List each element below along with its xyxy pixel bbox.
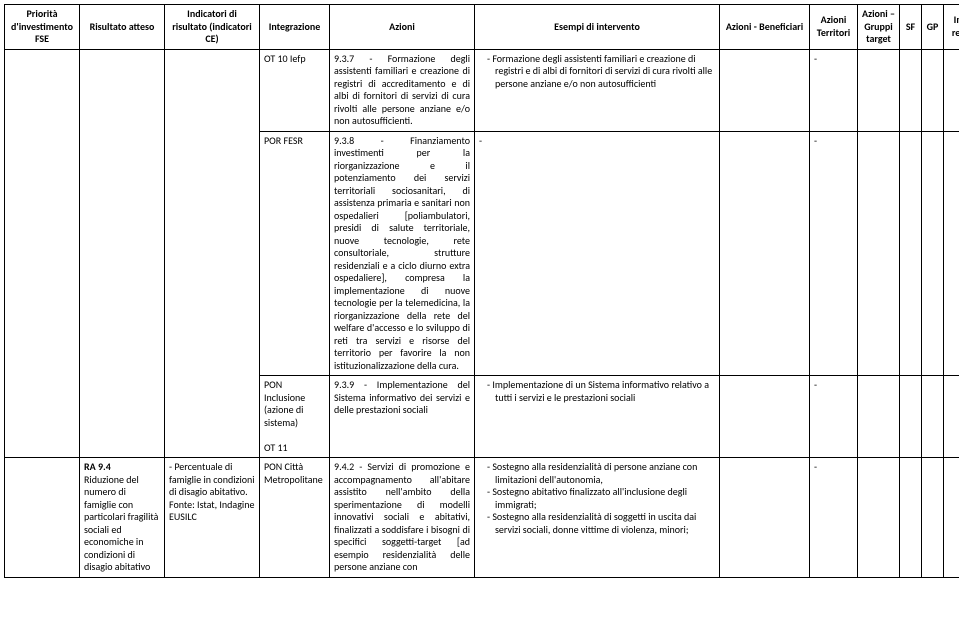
indicatori-text-b: Fonte: Istat, Indagine EUSILC (169, 498, 254, 524)
header-priorita: Priorità d'investimento FSE (5, 5, 80, 50)
esempi-item: Implementazione di un Sistema informativ… (487, 379, 715, 404)
cell-integrazione: OT 10 Iefp (260, 49, 330, 131)
cell-azioni: 9.3.7 - Formazione degli assistenti fami… (330, 49, 475, 131)
table-row: OT 10 Iefp 9.3.7 - Formazione degli assi… (5, 49, 959, 131)
header-azioni: Azioni (330, 5, 475, 50)
cell-integrazione: PON Inclusione (azione di sistema) OT 11 (260, 376, 330, 458)
cell-indicatori-real (944, 131, 959, 376)
esempi-item: Sostegno alla residenzialità di soggetti… (487, 511, 715, 536)
cell-gp (922, 376, 944, 458)
cell-territori: - (810, 458, 858, 578)
cell-integrazione: POR FESR (260, 131, 330, 376)
cell-integrazione: PON Città Metropolitane (260, 458, 330, 578)
table-header: Priorità d'investimento FSE Risultato at… (5, 5, 959, 50)
ra-code: RA 9.4 (84, 460, 111, 473)
cell-beneficiari (720, 49, 810, 131)
cell-esempi: Sostegno alla residenzialità di persone … (475, 458, 720, 578)
cell-esempi: - (475, 131, 720, 376)
cell-sf (900, 458, 922, 578)
cell-territori: - (810, 131, 858, 376)
cell-indicatori-real (944, 458, 959, 578)
header-risultato: Risultato atteso (80, 5, 165, 50)
header-territori: Azioni Territori (810, 5, 858, 50)
cell-gp (922, 49, 944, 131)
integrazione-text-b: OT 11 (264, 441, 288, 454)
esempi-item: Formazione degli assistenti familiari e … (487, 53, 715, 91)
cell-gp (922, 131, 944, 376)
header-gp: GP (922, 5, 944, 50)
cell-territori: - (810, 49, 858, 131)
cell-gp (922, 458, 944, 578)
cell-sf (900, 49, 922, 131)
cell-azioni: 9.3.9 - Implementazione del Sistema info… (330, 376, 475, 458)
cell-territori: - (810, 376, 858, 458)
cell-gruppi (858, 458, 900, 578)
esempi-item: Sostegno abitativo finalizzato all'inclu… (487, 486, 715, 511)
cell-risultato: RA 9.4 Riduzione del numero di famiglie … (80, 458, 165, 578)
header-gruppi: Azioni – Gruppi target (858, 5, 900, 50)
indicatori-text-a: - Percentuale di famiglie in condizioni … (169, 460, 255, 498)
cell-sf (900, 131, 922, 376)
cell-indicatori-real (944, 49, 959, 131)
header-integrazione: Integrazione (260, 5, 330, 50)
main-table: Priorità d'investimento FSE Risultato at… (4, 4, 959, 578)
cell-gruppi (858, 376, 900, 458)
cell-indicatori-real (944, 376, 959, 458)
cell-azioni: 9.4.2 - Servizi di promozione e accompag… (330, 458, 475, 578)
cell-esempi: Formazione degli assistenti familiari e … (475, 49, 720, 131)
cell-beneficiari (720, 376, 810, 458)
cell-azioni: 9.3.8 - Finanziamento investimenti per l… (330, 131, 475, 376)
header-indicatori-ce: Indicatori di risultato (indicatori CE) (165, 5, 260, 50)
header-beneficiari: Azioni - Beneficiari (720, 5, 810, 50)
cell-indicatori-ce: - Percentuale di famiglie in condizioni … (165, 458, 260, 578)
cell-gruppi (858, 49, 900, 131)
cell-beneficiari (720, 458, 810, 578)
cell-gruppi (858, 131, 900, 376)
header-esempi: Esempi di intervento (475, 5, 720, 50)
ra-desc: Riduzione del numero di famiglie con par… (84, 473, 158, 574)
header-sf: SF (900, 5, 922, 50)
cell-beneficiari (720, 131, 810, 376)
integrazione-text-a: PON Inclusione (azione di sistema) (264, 378, 305, 429)
header-indicatori-real: Indicatori di realizzazione (944, 5, 959, 50)
cell-priorita (5, 458, 80, 578)
cell-indicatori-ce (165, 49, 260, 458)
cell-esempi: Implementazione di un Sistema informativ… (475, 376, 720, 458)
cell-risultato (80, 49, 165, 458)
cell-sf (900, 376, 922, 458)
table-row: RA 9.4 Riduzione del numero di famiglie … (5, 458, 959, 578)
cell-priorita (5, 49, 80, 458)
esempi-item: Sostegno alla residenzialità di persone … (487, 461, 715, 486)
